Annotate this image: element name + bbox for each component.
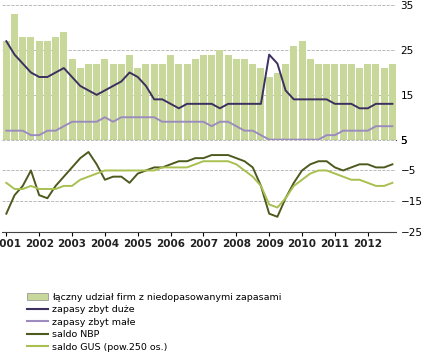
- Bar: [192, 59, 199, 162]
- Bar: [389, 64, 396, 162]
- Legend: łączny udział firm z niedopasowanymi zapasami, zapasy zbyt duże, zapasy zbyt mał: łączny udział firm z niedopasowanymi zap…: [27, 293, 282, 352]
- Bar: [200, 55, 207, 162]
- Bar: [249, 64, 256, 162]
- Bar: [126, 55, 133, 162]
- Bar: [290, 46, 297, 162]
- Bar: [27, 37, 35, 162]
- Bar: [109, 64, 117, 162]
- Bar: [60, 32, 67, 162]
- Bar: [282, 64, 289, 162]
- Bar: [348, 64, 355, 162]
- Bar: [225, 55, 232, 162]
- Bar: [183, 64, 190, 162]
- Bar: [331, 64, 338, 162]
- Bar: [77, 68, 84, 162]
- Bar: [356, 68, 363, 162]
- Bar: [274, 72, 281, 162]
- Bar: [151, 64, 158, 162]
- Bar: [175, 64, 183, 162]
- Bar: [85, 64, 92, 162]
- Bar: [216, 50, 223, 162]
- Bar: [208, 55, 215, 162]
- Bar: [69, 59, 75, 162]
- Bar: [19, 37, 26, 162]
- Bar: [52, 37, 59, 162]
- Bar: [101, 59, 109, 162]
- Bar: [167, 55, 174, 162]
- Bar: [307, 59, 314, 162]
- Bar: [143, 64, 149, 162]
- Bar: [93, 64, 100, 162]
- Bar: [299, 41, 306, 162]
- Bar: [373, 64, 380, 162]
- Bar: [134, 68, 141, 162]
- Bar: [233, 59, 240, 162]
- Bar: [315, 64, 322, 162]
- Bar: [241, 59, 248, 162]
- Bar: [36, 41, 43, 162]
- Bar: [266, 77, 272, 162]
- Bar: [340, 64, 346, 162]
- Bar: [3, 41, 10, 162]
- Bar: [257, 68, 264, 162]
- Bar: [118, 64, 125, 162]
- Bar: [159, 64, 166, 162]
- Bar: [364, 64, 371, 162]
- Bar: [381, 68, 388, 162]
- Bar: [11, 14, 18, 162]
- Bar: [323, 64, 330, 162]
- Bar: [44, 41, 51, 162]
